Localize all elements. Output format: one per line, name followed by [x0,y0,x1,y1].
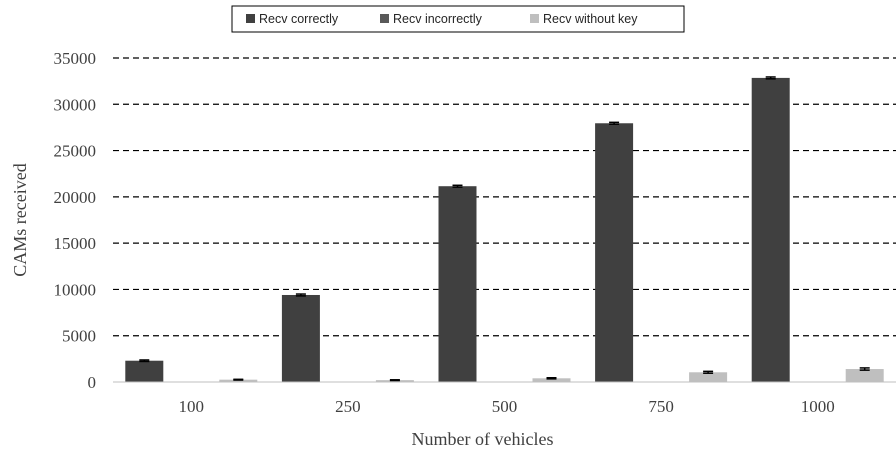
legend-box [231,5,685,33]
error-bars [139,76,870,382]
x-axis-title: Number of vehicles [412,429,554,449]
y-tick-label: 20000 [54,188,97,207]
x-tick-label: 250 [335,397,361,416]
bar-recv-without-key [219,379,258,382]
legend: Recv correctly Recv incorrectly Recv witho… [231,5,685,33]
legend-swatch [380,14,389,23]
bar-recv-correctly [438,186,477,382]
legend-swatch [530,14,539,23]
y-tick-label: 25000 [54,142,97,161]
x-tick-label: 750 [648,397,674,416]
bar-recv-without-key [532,378,571,382]
gridlines [113,57,896,337]
x-axis-ticks: 100 250 500 750 1000 [179,397,835,416]
bar-recv-without-key [689,372,728,382]
legend-swatch [246,14,255,23]
bar-recv-correctly [281,294,320,382]
bar-recv-without-key [845,369,884,382]
x-tick-label: 100 [179,397,205,416]
legend-label: Recv incorrectly [393,12,483,26]
y-tick-label: 5000 [62,327,96,346]
y-tick-label: 10000 [54,280,97,299]
bars [125,77,884,383]
x-tick-label: 1000 [801,397,835,416]
x-tick-label: 500 [492,397,518,416]
bar-recv-correctly [125,360,164,382]
bar-recv-correctly [751,77,790,382]
legend-label: Recv correctly [259,12,339,26]
y-tick-label: 30000 [54,95,97,114]
y-tick-label: 15000 [54,234,97,253]
y-tick-label: 0 [88,373,97,392]
y-tick-label: 35000 [54,49,97,68]
legend-label: Recv without key [543,12,638,26]
y-axis-title: CAMs received [10,163,30,276]
bar-recv-correctly [595,123,634,383]
y-axis-ticks: 0 5000 10000 15000 20000 25000 30000 35000 [54,49,97,392]
